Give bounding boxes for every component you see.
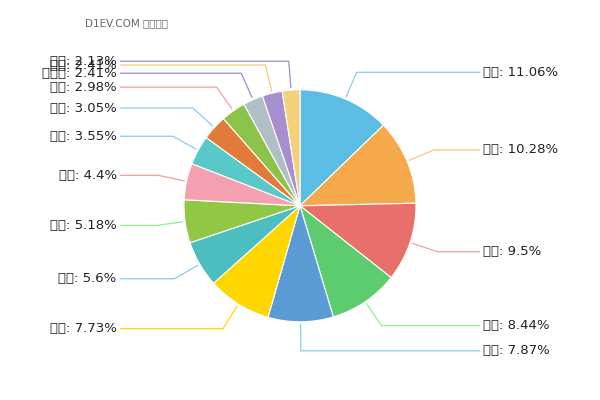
Wedge shape [214, 206, 300, 317]
Text: D1EV.COM 第一电动: D1EV.COM 第一电动 [85, 18, 169, 28]
Wedge shape [300, 125, 416, 206]
Text: 广东: 9.5%: 广东: 9.5% [484, 245, 542, 258]
Wedge shape [300, 206, 391, 317]
Text: 辽宁: 5.6%: 辽宁: 5.6% [58, 272, 116, 285]
Wedge shape [206, 119, 300, 206]
Text: 山西: 7.87%: 山西: 7.87% [484, 344, 550, 357]
Wedge shape [300, 203, 416, 278]
Text: 河南: 5.18%: 河南: 5.18% [50, 219, 116, 232]
Wedge shape [184, 200, 300, 243]
Text: 湖南: 2.98%: 湖南: 2.98% [50, 81, 116, 94]
Text: 浙江: 4.4%: 浙江: 4.4% [59, 169, 116, 182]
Text: 山东: 10.28%: 山东: 10.28% [484, 144, 559, 156]
Text: 福建: 3.05%: 福建: 3.05% [50, 102, 116, 114]
Wedge shape [223, 104, 300, 206]
Wedge shape [184, 164, 300, 206]
Wedge shape [244, 96, 300, 206]
Text: 河北: 11.06%: 河北: 11.06% [484, 66, 559, 79]
Wedge shape [262, 91, 300, 206]
Text: 天津: 2.13%: 天津: 2.13% [50, 55, 116, 68]
Wedge shape [192, 138, 300, 206]
Wedge shape [282, 90, 300, 206]
Text: 黑龙江: 2.41%: 黑龙江: 2.41% [42, 67, 116, 80]
Text: 安徽: 2.41%: 安徽: 2.41% [50, 58, 116, 72]
Wedge shape [268, 206, 334, 322]
Wedge shape [300, 90, 383, 206]
Text: 江苏: 7.73%: 江苏: 7.73% [50, 322, 116, 335]
Text: 上海: 3.55%: 上海: 3.55% [50, 130, 116, 143]
Text: 北京: 8.44%: 北京: 8.44% [484, 319, 550, 332]
Wedge shape [190, 206, 300, 283]
